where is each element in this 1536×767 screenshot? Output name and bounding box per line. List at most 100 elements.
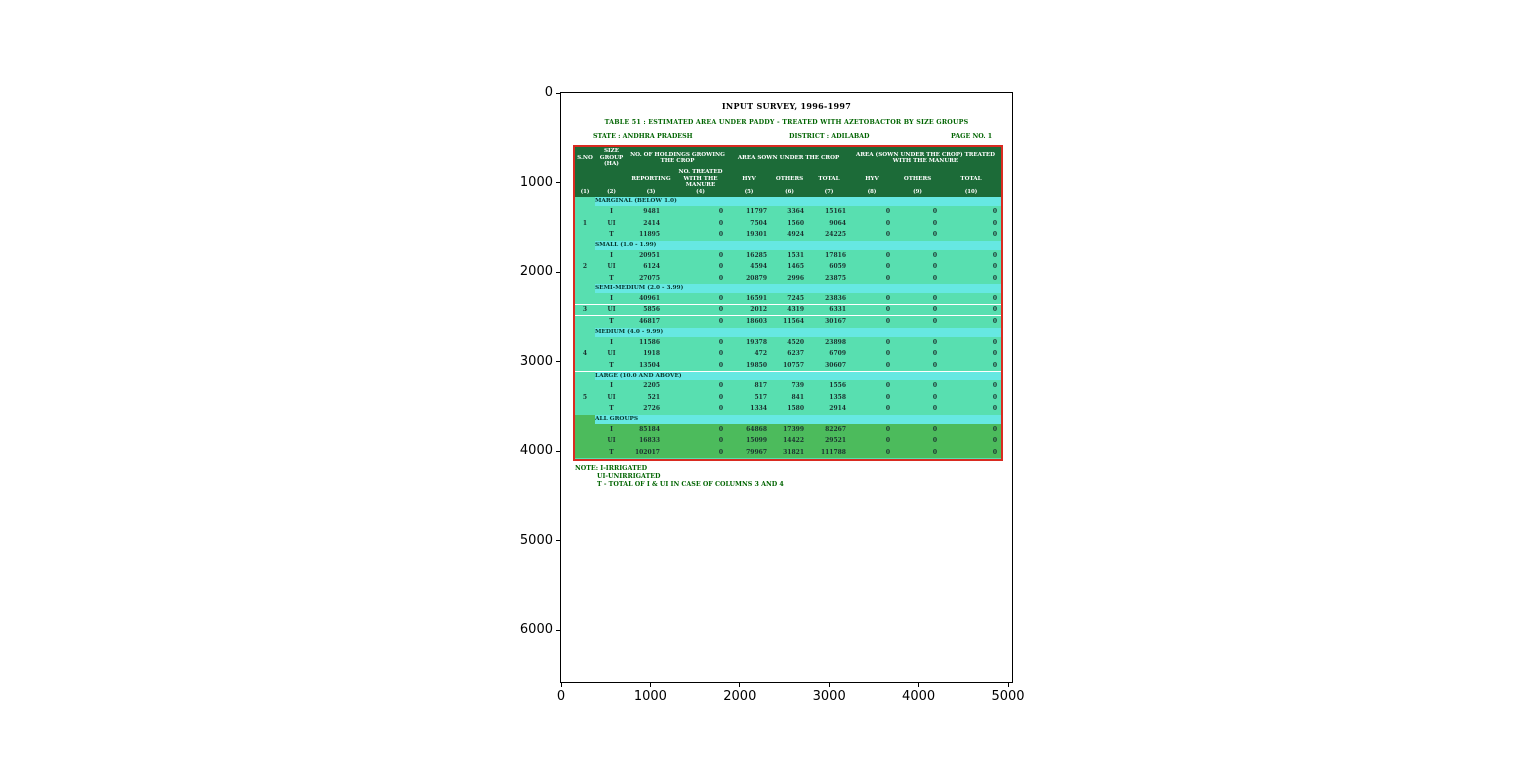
table-cell: 0 [885, 219, 890, 227]
table-cell: 0 [885, 251, 890, 259]
header-sub-row: REPORTING NO. TREATED WITH THE MANURE HY… [575, 169, 1001, 188]
x-tick-label: 5000 [991, 689, 1025, 704]
table-cell: 0 [992, 274, 997, 282]
table-cell: 23898 [825, 338, 846, 346]
slno-cell [575, 197, 595, 206]
table-cell: 739 [791, 382, 804, 390]
header-column-number: (7) [824, 188, 834, 195]
table-cell: 24225 [825, 231, 846, 239]
size-group-header-row: LARGE (10.0 AND ABOVE) [575, 371, 1001, 380]
table-cell: 6124 [643, 263, 660, 271]
table-cell: 0 [718, 251, 723, 259]
district-label: DISTRICT : ADILABAD [789, 133, 870, 140]
table-cell: 0 [885, 231, 890, 239]
table-cell: 1465 [787, 263, 804, 271]
header-column-number: (6) [785, 188, 794, 195]
table-cell: 9064 [829, 219, 846, 227]
table-cell: 0 [932, 274, 937, 282]
table-cell: 0 [932, 437, 937, 445]
table-cell: 11895 [639, 231, 660, 239]
table-cell: 0 [885, 361, 890, 369]
y-tick-label: 6000 [519, 622, 553, 637]
irrigation-type-cell: UI [607, 306, 616, 314]
data-table: S.NO SIZE GROUP (HA) NO. OF HOLDINGS GRO… [573, 145, 1003, 461]
table-cell: 0 [718, 350, 723, 358]
header-column-number: (3) [646, 188, 656, 195]
size-group-label: MARGINAL (BELOW 1.0) [595, 197, 1001, 206]
table-cell: 0 [885, 294, 890, 302]
table-cell: 0 [932, 251, 937, 259]
y-tick-mark [556, 361, 560, 362]
table-cell: 20879 [746, 274, 767, 282]
table-cell: 841 [791, 393, 804, 401]
slno-cell [575, 240, 595, 250]
x-tick-mark [649, 683, 651, 687]
table-row: I 2205 0 817 739 1556 0 0 0 [575, 380, 1001, 392]
table-body: MARGINAL (BELOW 1.0) I 9481 0 11797 3364 15161… [575, 197, 1001, 458]
table-cell: 472 [754, 350, 767, 358]
table-cell: 0 [932, 382, 937, 390]
document-subtitle: TABLE 51 : ESTIMATED AREA UNDER PADDY - … [604, 119, 969, 126]
irrigation-type-cell: UI [607, 263, 616, 271]
table-row: 2 UI 6124 0 4594 1465 6059 0 0 0 [575, 261, 1001, 273]
x-tick-label: 1000 [633, 689, 667, 704]
header-area-sown-group: AREA SOWN UNDER THE CROP [737, 154, 840, 161]
table-cell: 0 [992, 405, 997, 413]
slno-cell: 1 [582, 219, 588, 227]
table-cell: 0 [885, 382, 890, 390]
table-cell: 0 [932, 318, 937, 326]
table-cell: 0 [932, 448, 937, 456]
table-cell: 30167 [825, 318, 846, 326]
table-cell: 2726 [643, 405, 660, 413]
y-tick-label: 3000 [519, 353, 553, 369]
table-cell: 0 [885, 425, 890, 433]
size-group-header-row: ALL GROUPS [575, 414, 1001, 424]
table-cell: 64868 [746, 425, 767, 433]
table-cell: 0 [718, 437, 723, 445]
table-cell: 817 [754, 382, 767, 390]
header-group-row: S.NO SIZE GROUP (HA) NO. OF HOLDINGS GRO… [575, 147, 1001, 169]
table-cell: 0 [992, 350, 997, 358]
table-cell: 517 [754, 393, 767, 401]
table-cell: 0 [992, 361, 997, 369]
table-cell: 0 [718, 318, 723, 326]
slno-cell [575, 284, 595, 293]
table-cell: 2012 [750, 306, 767, 314]
table-cell: 19850 [746, 361, 767, 369]
table-row: UI 16833 0 15099 14422 29521 0 0 0 [575, 435, 1001, 447]
table-cell: 102017 [634, 448, 660, 456]
header-column-number: (2) [607, 188, 616, 195]
size-group-header-row: MEDIUM (4.0 - 9.99) [575, 327, 1001, 337]
table-cell: 0 [885, 306, 890, 314]
table-row: T 13504 0 19850 10757 30607 0 0 0 [575, 360, 1001, 372]
x-tick-mark [918, 683, 920, 687]
table-cell: 5856 [643, 306, 660, 314]
slno-cell: 3 [582, 306, 588, 314]
table-row: I 85184 0 64868 17399 82267 0 0 0 [575, 423, 1001, 435]
irrigation-type-cell: UI [607, 219, 616, 227]
table-cell: 19378 [746, 338, 767, 346]
table-cell: 0 [992, 382, 997, 390]
table-cell: 0 [932, 425, 937, 433]
irrigation-type-cell: T [609, 318, 614, 326]
table-cell: 6059 [829, 263, 846, 271]
size-group-header-row: MARGINAL (BELOW 1.0) [575, 197, 1001, 206]
table-cell: 1556 [829, 382, 846, 390]
footnote-line: UI-UNIRRIGATED [597, 473, 661, 480]
irrigation-type-cell: T [609, 231, 614, 239]
x-tick-label: 3000 [812, 689, 846, 704]
table-cell: 2205 [643, 382, 660, 390]
table-cell: 0 [992, 231, 997, 239]
y-tick-mark [556, 92, 560, 94]
irrigation-type-cell: I [610, 338, 613, 346]
x-tick-label: 4000 [902, 689, 936, 704]
table-cell: 0 [992, 251, 997, 259]
table-cell: 0 [718, 405, 723, 413]
table-cell: 1334 [750, 405, 767, 413]
table-header: S.NO SIZE GROUP (HA) NO. OF HOLDINGS GRO… [575, 147, 1001, 197]
y-tick-label: 1000 [519, 174, 553, 190]
document-title: INPUT SURVEY, 1996-1997 [721, 101, 852, 111]
table-cell: 0 [992, 318, 997, 326]
table-cell: 0 [992, 306, 997, 314]
